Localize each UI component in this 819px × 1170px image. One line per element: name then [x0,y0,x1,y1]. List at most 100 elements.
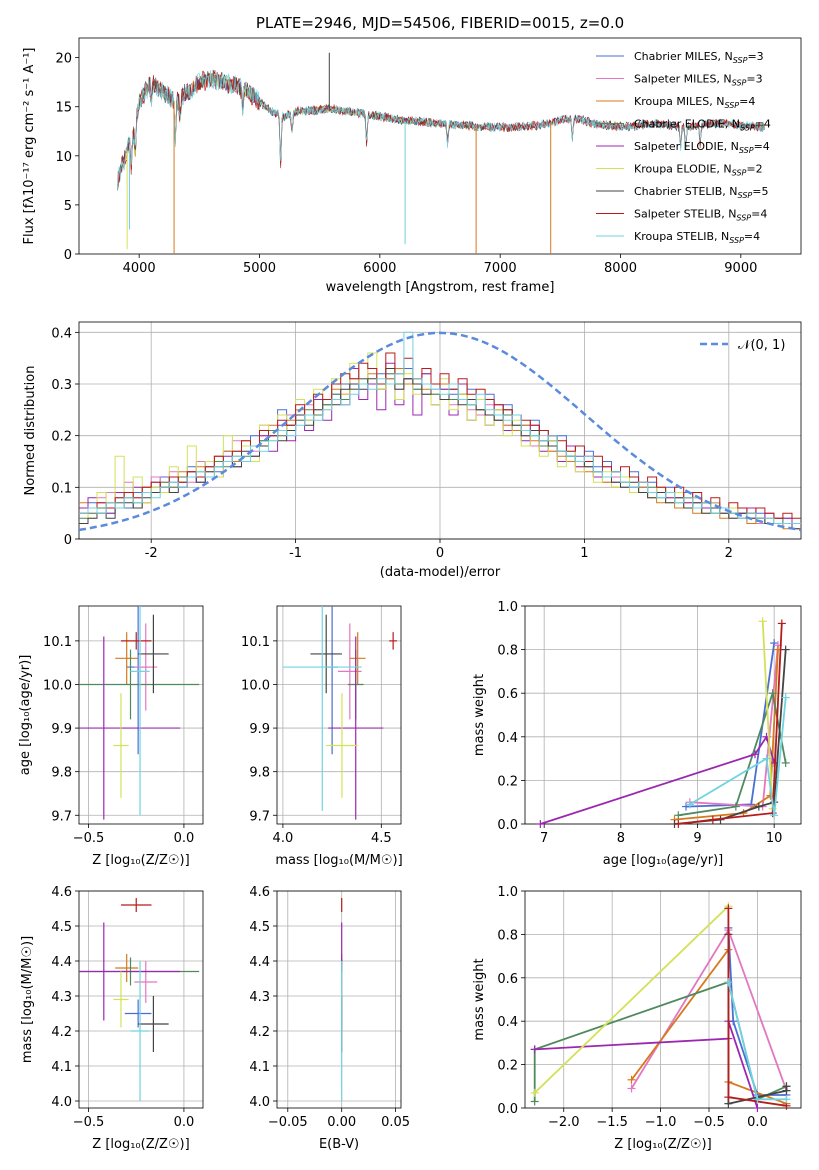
legend-label: Salpeter MILES, NSSP=3 [634,73,763,88]
spectrum-line [117,69,765,191]
errorbar-point [138,614,169,694]
legend-label: Chabrier MILES, NSSP=3 [634,50,764,65]
weight-line [534,905,730,1094]
y-tick-label: 0.4 [497,731,518,746]
legend-label: Chabrier STELIB, NSSP=5 [634,185,768,200]
y-tick-label: 0.8 [497,928,518,943]
y-tick-label: 9.7 [51,809,72,824]
errorbar-point [130,606,150,816]
spectrum-legend: Chabrier MILES, NSSP=3 Salpeter MILES, NS… [596,50,771,245]
x-tick-label: 0 [436,546,444,561]
y-tick-label: 9.9 [51,722,72,737]
y-tick-label: 4.5 [249,920,270,935]
y-axis-label: Flux [fλ10⁻¹⁷ erg cm⁻² s⁻¹ A⁻¹] [22,48,37,245]
mass_vs_ebv-panel: −0.05 0.00 0.05 4.0 4.1 4.2 4.3 4.4 4.5 4.6 E(B-V) [249,885,410,1152]
errorbar-point [124,999,152,1028]
x-tick-label: 4000 [123,261,156,276]
y-tick-label: 4.0 [249,1095,270,1110]
weight-line [674,649,779,821]
y-tick-label: 9.8 [249,766,270,781]
y-tick-label: 0.2 [497,1059,518,1074]
x-tick-label: 0.0 [174,831,195,846]
y-tick-label: 0.8 [497,644,518,659]
x-axis-label: Z [log₁₀(Z/Z☉)] [92,853,189,868]
histogram-step [79,331,801,524]
x-axis-label: (data-model)/error [380,565,501,580]
errorbar-point [115,954,139,982]
x-tick-label: −0.05 [268,1115,308,1130]
y-tick-label: 4.6 [249,885,270,900]
y-tick-label: 4.0 [51,1095,72,1110]
axes-frame [276,890,402,1109]
y-tick-label: 4.6 [51,885,72,900]
weight_vs_age-panel: 7 8 9 10 0.0 0.2 0.4 0.6 0.8 1.0 age [log₁₀(age/yr… [472,600,802,868]
y-tick-label: 9.8 [51,766,72,781]
x-tick-label: 1 [580,546,588,561]
mass_vs_z-panel: −0.5 0.0 4.0 4.1 4.2 4.3 4.4 4.5 4.6 Z [log₁₀(Z/Z… [20,885,204,1152]
axes-frame [524,890,802,1109]
errorbar-point [113,971,129,1028]
errorbar-point [326,693,358,798]
x-tick-label: 8 [617,831,625,846]
errorbar-point [134,961,158,1003]
legend-label: 𝒩(0, 1) [738,338,785,353]
legend-label: Kroupa MILES, NSSP=4 [634,95,755,110]
x-tick-label: 0.00 [327,1115,356,1130]
x-tick-label: 4.0 [273,831,294,846]
y-tick-label: 0.4 [51,326,72,341]
x-axis-label: wavelength [Angstrom, rest frame] [326,280,555,295]
y-tick-label: 0.2 [51,430,72,445]
axes-frame [276,605,402,825]
errorbar-point [310,614,342,694]
errorbar-point [113,693,129,798]
y-tick-label: 10.0 [43,678,72,693]
errorbar-point [282,606,362,811]
y-tick-label: 9.7 [249,809,270,824]
x-tick-label: −0.5 [73,1115,105,1130]
y-tick-label: 4.2 [51,1025,72,1040]
y-tick-label: 0.1 [51,481,72,496]
x-tick-label: 0.0 [174,1115,195,1130]
errorbar-point [79,649,200,720]
x-axis-label: age [log₁₀(age/yr)] [603,853,724,868]
errorbar-point [120,898,152,912]
y-axis-label: mass weight [472,958,487,1040]
x-tick-label: 7 [540,831,548,846]
spectrum-panel: 4000 5000 6000 7000 8000 9000 0 5 10 15 20 waveleng… [22,37,802,295]
age_vs_z-panel: −0.5 0.0 9.7 9.8 9.9 10.0 10.1 Z [log₁₀(Z/Z☉)] a… [18,605,204,868]
legend-label: Salpeter ELODIE, NSSP=4 [634,140,770,155]
y-tick-label: 4.5 [51,920,72,935]
axes-frame [78,890,204,1109]
y-tick-label: 0.0 [497,1102,518,1117]
x-axis-label: Z [log₁₀(Z/Z☉)] [92,1137,189,1152]
errorbar-point [79,922,181,1021]
legend-label: Kroupa STELIB, NSSP=4 [634,230,760,245]
legend-label: Chabrier ELODIE, NSSP=4 [634,118,771,133]
errorbar-point [79,636,181,820]
y-tick-label: 5 [64,199,72,214]
x-tick-label: 0.05 [381,1115,410,1130]
y-tick-label: 0.4 [497,1015,518,1030]
weight_vs_z-panel: −2.0 −1.5 −1.0 −0.5 0.0 0.0 0.2 0.4 0.6 0.8 1.0 Z [… [472,885,802,1152]
y-tick-label: 4.3 [249,990,270,1005]
y-axis-label: Normed distribution [23,366,38,496]
weight-line [761,621,774,809]
axes-frame [78,605,204,825]
y-tick-label: 4.1 [249,1060,270,1075]
y-tick-label: 10.0 [241,678,270,693]
y-tick-label: 1.0 [497,600,518,615]
x-tick-label: −2.0 [548,1115,580,1130]
y-axis-label: age [log₁₀(age/yr)] [18,655,33,776]
errorbar-point [389,632,398,650]
y-tick-label: 9.9 [249,722,270,737]
y-tick-label: 10.1 [241,635,270,650]
errorbar-point [120,632,152,650]
x-axis-label: mass [log₁₀(M/M☉)] [275,853,402,868]
x-tick-label: 10 [766,831,783,846]
errorbar-point [349,632,366,685]
x-tick-label: 2 [725,546,733,561]
gaussian-curve [78,331,802,532]
x-tick-label: 9 [693,831,701,846]
y-tick-label: 0 [64,533,72,548]
